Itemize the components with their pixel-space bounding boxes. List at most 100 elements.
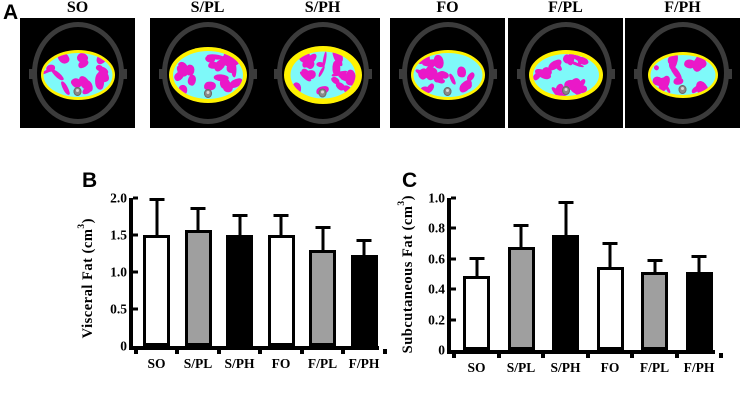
y-tick-label: 2.0 — [110, 190, 127, 206]
lean-tissue-region — [650, 55, 715, 96]
panel-c-y-axis-label-tail: ) — [399, 195, 416, 201]
bar-group-f-ph — [350, 198, 378, 346]
y-tick-label: 0.4 — [428, 281, 445, 297]
bar-so — [463, 276, 490, 350]
x-tick-label-so: SO — [467, 360, 486, 375]
panel-c-plot-area: 0 0.2 0.4 0.6 0.8 1.0 SO S/PL S/PH FO F/PL F/PH — [420, 191, 724, 375]
bar-f-ph — [350, 254, 378, 346]
bar-group-fo — [596, 198, 624, 350]
error-bar-cap — [190, 206, 206, 210]
panel-c-y-axis-label-superscript: 3 — [397, 200, 408, 206]
bar-group-s-ph — [552, 198, 579, 350]
ct-title-so: SO — [66, 0, 89, 16]
x-tick-label-f-ph: F/PH — [348, 356, 380, 371]
visceral-fat-blob — [317, 65, 326, 78]
x-axis-line — [447, 350, 715, 354]
y-axis-tick — [451, 257, 456, 261]
y-tick-label: 0.8 — [428, 220, 445, 236]
error-bar-cap — [315, 226, 330, 230]
y-tick-label: 0.2 — [428, 311, 445, 327]
panel-b-y-axis-label-tail: ) — [79, 218, 96, 224]
visceral-fat-blob — [55, 53, 72, 66]
y-tick-label: 1.0 — [428, 190, 445, 206]
ct-holder-ring — [273, 22, 372, 124]
bar-f-pl — [641, 271, 668, 350]
panel-b-y-axis-label: Visceral Fat (cm3) — [76, 196, 98, 361]
subcutaneous-fat-region — [410, 50, 485, 101]
ct-holder-ring — [28, 22, 127, 124]
panel-b-y-axis-label-text: Visceral Fat (cm — [79, 228, 96, 339]
ct-panel-s-pl: S/PL — [150, 0, 265, 128]
x-axis-tick — [216, 349, 221, 354]
panel-b-bars — [133, 197, 387, 354]
ct-title-s-ph: S/PH — [304, 0, 341, 16]
spine-marker — [561, 86, 570, 96]
subcutaneous-fat-region — [647, 52, 718, 99]
visceral-fat-blob — [652, 64, 660, 72]
x-axis-tick — [452, 353, 457, 358]
visceral-fat-blob — [213, 74, 229, 83]
ct-holder-ring — [398, 22, 497, 124]
spine-marker — [678, 85, 687, 95]
bar-s-pl — [507, 247, 535, 350]
ct-panel-f-ph: F/PH — [625, 0, 740, 128]
error-bar-stem — [321, 229, 324, 250]
y-tick-label: 1.0 — [110, 264, 127, 280]
error-bar-cap — [469, 256, 484, 260]
panel-c-y-axis-label-text: Subcutaneous Fat (cm — [399, 205, 416, 354]
bar-f-pl — [309, 249, 336, 346]
subcutaneous-fat-region — [283, 46, 362, 105]
error-bar-cap — [558, 201, 573, 205]
error-bar-cap — [356, 238, 372, 242]
bar-fo — [596, 267, 624, 350]
visceral-fat-blob — [304, 68, 317, 80]
panel-b-axes: SO S/PL S/PH FO F/PL F/PH — [129, 196, 387, 371]
error-bar-stem — [475, 259, 478, 277]
visceral-fat-blob — [344, 69, 355, 86]
lean-tissue-region — [413, 53, 482, 98]
error-bar-stem — [362, 241, 366, 255]
ct-panel-so: SO — [20, 0, 135, 128]
visceral-fat-blob — [291, 81, 303, 96]
panel-b-y-tick-labels: 0 0.5 1.0 1.5 2.0 — [102, 191, 127, 352]
y-tick-label: 0 — [438, 342, 445, 358]
x-tick-label-fo: FO — [271, 356, 291, 371]
visceral-fat-blob — [664, 84, 672, 94]
subcutaneous-fat-region — [40, 50, 115, 101]
error-bar-cap — [691, 255, 707, 259]
x-tick-label-f-pl: F/PL — [639, 360, 670, 375]
ct-holder-ring — [633, 22, 732, 124]
ct-title-fo: FO — [436, 0, 459, 16]
x-axis-tick — [630, 353, 635, 358]
visceral-fat-blob — [178, 84, 189, 96]
error-bar-stem — [238, 216, 241, 235]
panel-a-letter: A — [3, 1, 19, 24]
x-axis-tick — [496, 353, 501, 358]
bar-group-s-pl — [184, 198, 212, 346]
error-bar-stem — [608, 245, 612, 268]
spine-marker — [318, 88, 327, 98]
panel-a-ct-images: SO S/PL S/PH FO F/PL F/PH — [0, 0, 753, 150]
ct-panel-fo: FO — [390, 0, 505, 128]
x-tick-label-s-ph: S/PH — [550, 360, 581, 375]
x-axis-tick — [133, 349, 138, 354]
panel-c-y-tick-labels: 0 0.2 0.4 0.6 0.8 1.0 — [420, 191, 445, 356]
bar-fo — [267, 235, 295, 346]
y-axis-tick — [451, 318, 456, 322]
y-tick-label: 1.5 — [110, 227, 127, 243]
x-axis-tick — [541, 353, 546, 358]
error-bar-stem — [155, 200, 158, 235]
lean-tissue-region — [290, 51, 355, 99]
x-axis-tick — [585, 353, 590, 358]
ct-title-f-ph: F/PH — [664, 0, 701, 16]
bar-group-so — [463, 198, 490, 350]
bar-group-so — [143, 197, 170, 346]
ct-title-s-pl: S/PL — [190, 0, 225, 16]
bar-group-s-pl — [507, 198, 535, 350]
y-axis-tick — [451, 196, 456, 200]
ct-image-s-pl — [150, 18, 265, 128]
visceral-fat-chart: Visceral Fat (cm3) 0 0.5 1.0 1.5 2.0 SO S/PL S/… — [76, 178, 387, 401]
y-axis-line — [129, 198, 133, 346]
visceral-fat-blob — [448, 72, 457, 86]
panel-b-plot-area: 0 0.5 1.0 1.5 2.0 SO S/PL S/PH FO F/PL F/PH — [102, 191, 387, 371]
